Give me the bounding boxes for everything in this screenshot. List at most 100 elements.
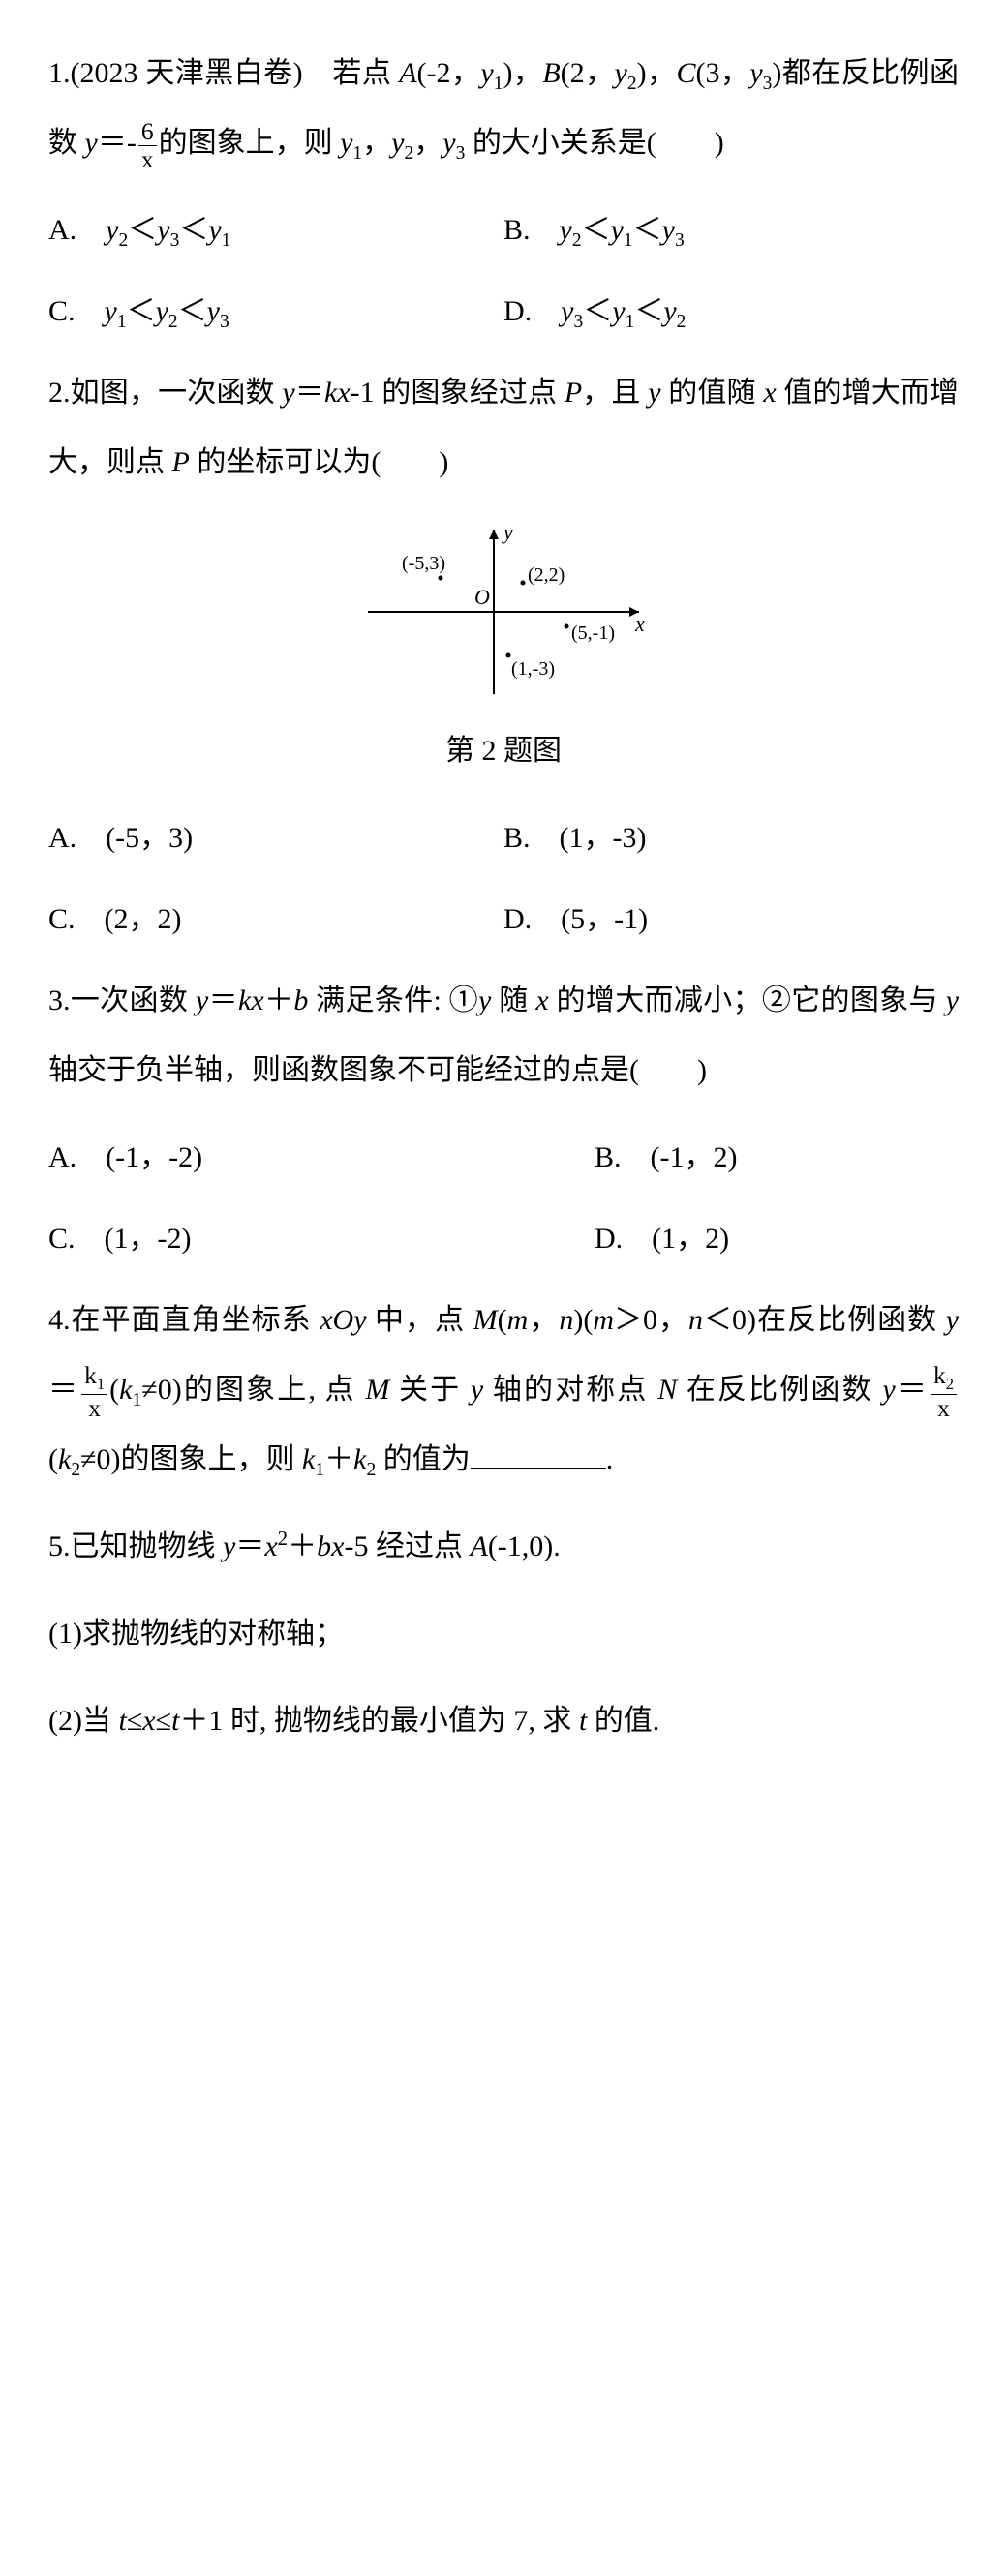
q4-mid1: 中，点: [367, 1304, 473, 1336]
q4-mid6: 在反比例函数: [677, 1374, 882, 1406]
oD-y3: y: [561, 295, 573, 327]
q4-gt: ＞0，: [614, 1304, 688, 1336]
oA-y1s: 1: [222, 230, 231, 251]
q1-optC: C. y1＜y2＜y3: [48, 277, 504, 347]
q4-mid3: 的图象上, 点: [182, 1374, 366, 1406]
oC-y2s: 2: [168, 312, 178, 332]
q4-k2ck: k: [58, 1443, 71, 1475]
q4-mid2: 在反比例函数: [756, 1304, 946, 1336]
oB-y1: y: [611, 214, 624, 246]
q5-p2-pre: (2)当: [48, 1705, 118, 1737]
q1-y2: y: [391, 127, 404, 159]
q4-blank: [471, 1442, 606, 1469]
q2-optD: D. (5，-1): [504, 885, 959, 955]
q4-M2: M: [365, 1374, 389, 1406]
q3-plus: ＋: [264, 985, 294, 1016]
q4-xOy-y: y: [353, 1304, 366, 1336]
q5-x3: x: [142, 1705, 155, 1737]
q4-m: m: [507, 1304, 529, 1336]
q4-n: n: [559, 1304, 573, 1336]
q3-k: k: [238, 985, 251, 1016]
q4-f1d: x: [81, 1395, 107, 1422]
oB-lt1: ＜: [582, 214, 611, 246]
oA-y3s: 3: [170, 230, 180, 251]
q3-y: y: [196, 985, 208, 1016]
q1-text: 1.(2023 天津黑白卷) 若点: [48, 57, 399, 89]
q3-mid2: 随: [491, 985, 535, 1016]
q1-frac: 6x: [138, 118, 157, 173]
q4-f2d: x: [931, 1395, 957, 1422]
q1-y2s: 2: [404, 143, 413, 164]
oB-y3s: 3: [675, 230, 685, 251]
q4-k1cs: 1: [133, 1390, 142, 1410]
q3-optA: A. (-1，-2): [48, 1123, 595, 1193]
q1-C-sub: 3: [763, 74, 773, 94]
q2-m1: -1: [351, 377, 375, 409]
q5-part1: (1)求抛物线的对称轴；: [48, 1599, 959, 1669]
q1-y3s: 3: [456, 143, 466, 164]
q4-n2: n: [688, 1304, 703, 1336]
q4-k2cs: 2: [71, 1460, 80, 1480]
q1-C-open: (3，: [695, 57, 749, 89]
q3-optD: D. (1，2): [595, 1204, 959, 1274]
q4-p2o: (: [583, 1304, 593, 1336]
q1-optD-pre: D.: [504, 295, 561, 327]
q1-options-row2: C. y1＜y2＜y3 D. y3＜y1＜y2: [48, 277, 959, 347]
svg-p3: (5,-1): [571, 622, 615, 644]
q4-k2co: (: [48, 1443, 58, 1475]
q1-B-y: y: [615, 57, 627, 89]
q2-mid2: ，且: [582, 377, 648, 409]
q5-b: b: [317, 1530, 331, 1562]
q4-eq2: ＝: [896, 1374, 929, 1406]
q2-caption: 第 2 题图: [48, 716, 959, 786]
oC-y3s: 3: [220, 312, 229, 332]
oC-y2: y: [156, 295, 168, 327]
q4-tail: 的值为: [376, 1443, 471, 1475]
question-3: 3.一次函数 y＝kx＋b 满足条件: ①y 随 x 的增大而减小；②它的图象与…: [48, 966, 959, 1106]
oC-y1: y: [105, 295, 117, 327]
q1-options-row1: A. y2＜y3＜y1 B. y2＜y1＜y3: [48, 196, 959, 265]
q2-P2: P: [172, 446, 190, 478]
svg-p4: (1,-3): [511, 658, 555, 680]
q1-optC-pre: C.: [48, 295, 105, 327]
q2-optC: C. (2，2): [48, 885, 504, 955]
q2-mid3: 的值随: [661, 377, 764, 409]
q3-mid: 满足条件: ①: [308, 985, 478, 1016]
oA-y2s: 2: [119, 230, 129, 251]
q1-B-sub: 2: [627, 74, 637, 94]
q4-M: M: [473, 1304, 498, 1336]
q3-y3: y: [946, 985, 959, 1016]
q4-f2ns: 2: [946, 1376, 954, 1394]
q1-A: A: [399, 57, 416, 89]
oA-lt1: ＜: [128, 214, 157, 246]
q1-optB-pre: B.: [504, 214, 560, 246]
q5-le2: ≤: [156, 1705, 171, 1737]
q3-pre: 3.一次函数: [48, 985, 196, 1016]
q4-k2s: 2: [366, 1460, 376, 1480]
q1-c2: ，: [413, 127, 442, 159]
q1-frac-num: 6: [138, 118, 157, 146]
oC-lt2: ＜: [178, 295, 207, 327]
q1-A-sub: 1: [494, 74, 504, 94]
q4-k1co: (: [109, 1374, 119, 1406]
oD-y2: y: [663, 295, 676, 327]
q5-coords: (-1,0).: [488, 1530, 561, 1562]
q4-k1s: 1: [315, 1460, 324, 1480]
q1-optB: B. y2＜y1＜y3: [504, 196, 959, 265]
q2-x2: x: [763, 377, 776, 409]
oD-y1: y: [612, 295, 625, 327]
q1-A-open: (-2，: [417, 57, 481, 89]
q5-p2-tail: 的值.: [587, 1705, 659, 1737]
q4-k1ck: k: [119, 1374, 132, 1406]
q4-k1: k: [302, 1443, 315, 1475]
q3-optC: C. (1，-2): [48, 1204, 595, 1274]
q1-A-close: )，: [503, 57, 542, 89]
q1-eq: ＝-: [98, 127, 137, 159]
q4-plus: ＋: [324, 1443, 353, 1475]
q4-f2n: k2: [931, 1362, 957, 1394]
q2-y: y: [282, 377, 294, 409]
q5-t: t: [118, 1705, 126, 1737]
oC-y3: y: [207, 295, 220, 327]
q2-P: P: [565, 377, 582, 409]
q5-plus: ＋: [288, 1530, 317, 1562]
